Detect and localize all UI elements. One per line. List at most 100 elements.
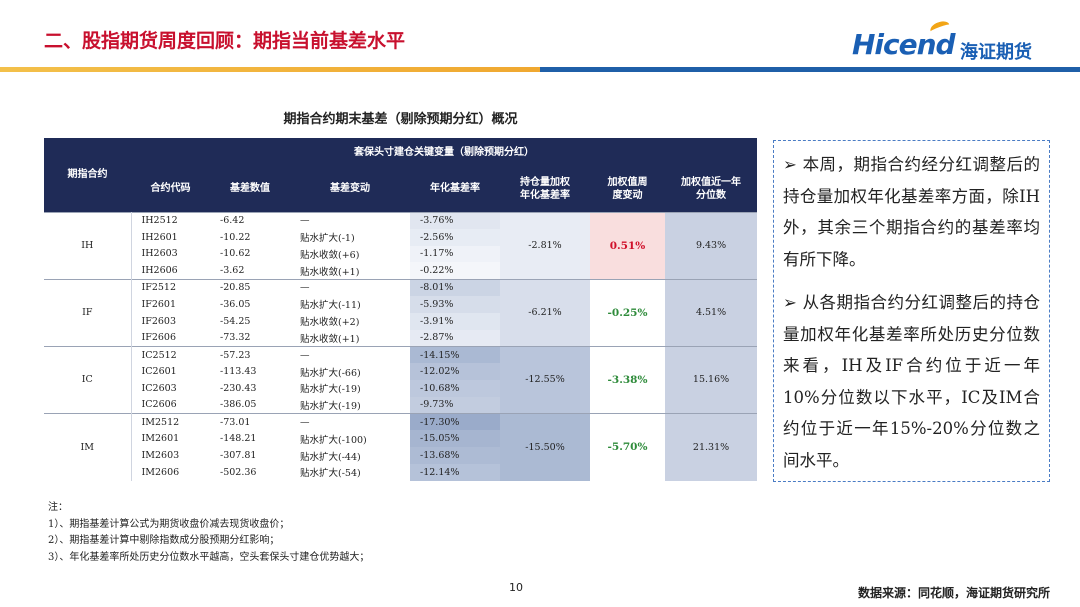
weighted-rate: -12.55% [500,345,590,414]
header-bar [0,67,1080,72]
contract-code: IM2606 [141,466,180,478]
group-name: IH [44,211,132,280]
basis-change: — [290,413,410,431]
basis-change: 贴水扩大(-44) [300,451,361,463]
annualized-rate: -8.01% [410,278,500,296]
weekly-change: -0.25% [590,278,665,347]
basis-value: -36.05 [220,298,251,310]
basis-change: 贴水收敛(+1) [300,266,360,278]
contract-code: IH2606 [141,265,178,277]
column-header-text: 持仓量加权年化基差率 [520,176,570,201]
contract-code: IF2606 [141,332,177,344]
table-row: IF IF2512 -20.85— -8.01% -6.21% -0.25% 4.51% [44,278,758,347]
annualized-rate: -0.22% [410,262,500,280]
table-row: IM IM2512 -73.01— -17.30% -15.50% -5.70% 21.31… [44,413,758,481]
contract-code: IC2601 [141,366,177,378]
table-row: IC IC2512 -57.23— -14.15% -12.55% -3.38% 15.16… [44,345,758,414]
basis-value: -57.23 [210,345,290,364]
basis-value: -73.01 [210,413,290,431]
table-row: IC2606 -386.05 贴水扩大(-19) -9.73% [44,396,757,414]
annualized-rate: -2.56% [410,228,500,246]
contract-code: IF2512 [131,278,210,296]
column-header: 加权值周度变动 [590,166,665,212]
basis-value: -73.32 [220,332,251,344]
logo-brand: Hicend [852,28,956,61]
group-name: IF [44,278,132,347]
column-header-text: 加权值周度变动 [607,176,648,201]
logo-name: 海证期货 [960,42,1032,63]
annualized-rate: -12.14% [410,463,500,481]
basis-value: -3.62 [220,265,245,277]
annualized-rate: -2.87% [410,329,500,347]
data-source: 数据来源：同花顺，海证期货研究所 [857,586,1050,600]
contract-code: IC2603 [141,382,177,394]
column-header: 基差变动 [290,166,410,212]
slide-title: 二、股指期货周度回顾：期指当前基差水平 [44,30,406,52]
group-header: 套保头寸建仓关键变量（剔除预期分红） [131,138,758,166]
commentary-box: ➢ 本周，期指合约经分红调整后的持仓量加权年化基差率方面，除IH外，其余三个期指… [773,140,1050,482]
basis-change: 贴水扩大(-1) [300,233,355,245]
table-row: IH IH2512 -6.42— -3.76% -2.81% 0.51% 9.43% [44,211,758,280]
basis-value: -6.42 [210,211,290,229]
basis-value: -148.21 [220,433,257,445]
annualized-rate: -3.76% [410,211,500,229]
table-row: IF2606 -73.32 贴水收敛(+1) -2.87% [44,329,757,347]
annualized-rate: -9.73% [410,396,500,414]
table-body: IH IH2512 -6.42— -3.76% -2.81% 0.51% 9.43% IH26… [44,211,758,481]
weekly-change: -3.38% [590,345,665,414]
header-row: 合约代码 基差数值 基差变动 年化基差率 持仓量加权年化基差率 加权值周度变动 加权值近一年… [44,166,758,212]
basis-value: -20.85 [210,278,290,296]
basis-change: 贴水收敛(+2) [300,317,360,329]
table-row: IM2603 -307.81 贴水扩大(-44) -13.68% [44,447,757,464]
basis-change: — [290,345,410,364]
table-row: IM2601 -148.21 贴水扩大(-100) -15.05% [44,430,757,448]
column-header: 加权值近一年分位数 [665,166,758,212]
column-header-text: 基差数值 [230,183,270,195]
basis-value: -386.05 [220,399,257,411]
basis-change: 贴水收敛(+1) [300,333,360,345]
table-row: IC2603 -230.43 贴水扩大(-19) -10.68% [44,379,757,397]
note-item: 2）、期指基差计算中剔除指数成分股预期分红影响； [48,535,280,546]
weighted-rate: -6.21% [500,278,590,347]
contract-code: IC2512 [131,345,210,364]
table-caption: 期指合约期末基差（剔除预期分红）概况 [283,112,518,127]
column-header-text: 合约代码 [150,183,191,195]
contract-code: IM2601 [141,433,180,445]
weighted-rate: -15.50% [500,413,590,481]
column-header-text: 基差变动 [330,183,370,195]
basis-value: -113.43 [220,366,257,378]
column-header: 基差数值 [210,166,290,212]
annualized-rate: -5.93% [410,295,500,313]
annualized-rate: -14.15% [410,345,500,364]
weekly-change: 0.51% [590,211,665,280]
contract-code: IH2603 [141,248,178,260]
weekly-change: -5.70% [590,413,665,481]
basis-value: -10.62 [220,248,251,260]
column-header: 合约代码 [131,166,210,212]
basis-value: -307.81 [220,450,257,462]
table-row: IH2603 -10.62 贴水收敛(+6) -1.17% [44,245,757,263]
annualized-rate: -17.30% [410,413,500,431]
annualized-rate: -12.02% [410,363,500,380]
table-row: IC2601 -113.43 贴水扩大(-66) -12.02% [44,363,757,380]
basis-table: 期指合约 套保头寸建仓关键变量（剔除预期分红） 合约代码 基差数值 基差变动 年化基差… [44,138,758,481]
basis-change: — [290,211,410,229]
annualized-rate: -10.68% [410,379,500,397]
percentile: 4.51% [665,278,758,347]
table-row: IF2601 -36.05 贴水扩大(-11) -5.93% [44,295,757,313]
contract-code: IC2606 [141,399,177,411]
basis-change: 贴水扩大(-19) [300,384,361,396]
contract-code: IM2512 [131,413,210,431]
percentile: 15.16% [665,345,758,414]
note-item: 1）、期指基差计算公式为期货收盘价减去现货收盘价； [48,518,290,530]
column-header: 持仓量加权年化基差率 [500,166,590,212]
basis-value: -10.22 [220,231,251,243]
contract-code: IH2512 [131,211,210,229]
header-row: 期指合约 套保头寸建仓关键变量（剔除预期分红） [44,138,758,212]
commentary-paragraph: ➢ 本周，期指合约经分红调整后的持仓量加权年化基差率方面，除IH外，其余三个期指… [783,155,1040,269]
basis-change: 贴水收敛(+6) [300,249,360,261]
percentile: 9.43% [665,211,758,280]
table-row: IF2603 -54.25 贴水收敛(+2) -3.91% [44,312,757,330]
group-name: IM [44,413,132,481]
